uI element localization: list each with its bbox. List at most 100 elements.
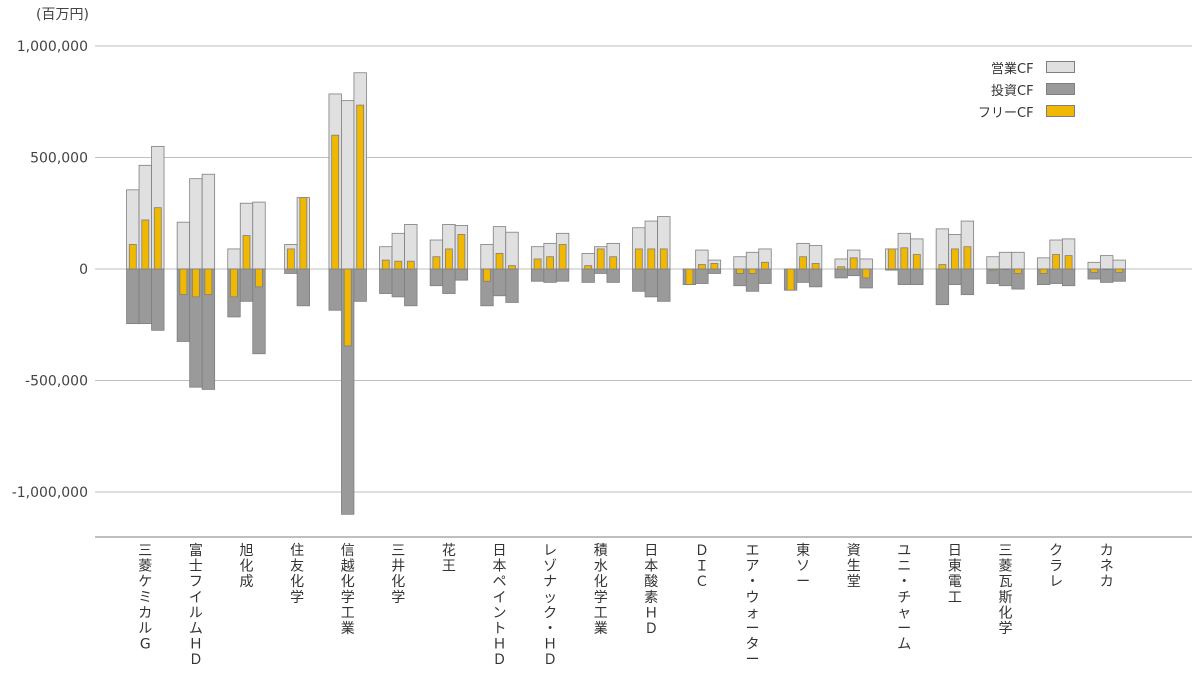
y-tick-label: 0 [79, 262, 88, 278]
x-tick-label-char: ク [1049, 543, 1063, 559]
x-tick-label-char: ネ [1100, 559, 1114, 575]
bar-investing-cf [492, 268, 507, 297]
x-tick-label-char: 三 [391, 543, 405, 559]
bar-investing-cf [581, 268, 595, 283]
bar-investing-cf [935, 268, 950, 306]
x-tick-label-char: 資 [847, 543, 861, 559]
bar-free-cf [1052, 254, 1060, 270]
legend-item-investing-cf: 投資CF [978, 78, 1075, 100]
legend: 営業CF 投資CF フリーCF [978, 56, 1075, 122]
bar-investing-cf [695, 268, 709, 284]
y-tick-label: -500,000 [25, 374, 88, 390]
y-tick-label: 500,000 [30, 151, 88, 167]
bar-operating-cf [505, 231, 519, 270]
bar-investing-cf [707, 268, 722, 274]
x-tick-label-char: 東 [796, 543, 810, 559]
bar-investing-cf [239, 268, 254, 302]
bar-free-cf [1014, 268, 1022, 274]
bar-free-cf [444, 248, 453, 270]
x-tick-label-char: 酸 [644, 574, 658, 590]
bar-free-cf [685, 268, 694, 286]
bar-free-cf [230, 268, 238, 298]
bar-investing-cf [296, 268, 311, 307]
x-tick-label-char: 化 [999, 605, 1013, 621]
bar-free-cf [356, 104, 365, 270]
bar-investing-cf [391, 268, 405, 298]
bar-investing-cf [657, 268, 671, 302]
bar-investing-cf [960, 268, 975, 296]
bar-operating-cf [201, 173, 216, 270]
bar-investing-cf [594, 268, 608, 274]
bar-free-cf [1039, 268, 1048, 274]
bar-operating-cf [859, 258, 873, 270]
bar-investing-cf [151, 268, 165, 331]
bar-free-cf [141, 219, 150, 270]
x-tick-label-char: 本 [644, 559, 658, 575]
bar-free-cf [153, 207, 162, 270]
bar-investing-cf [834, 268, 848, 279]
x-tick-label-char: ャ [897, 605, 911, 621]
x-tick-label-char: 業 [341, 621, 355, 637]
bar-operating-cf [998, 251, 1013, 270]
x-tick-label-char: エ [746, 543, 760, 559]
bar-operating-cf [745, 251, 760, 270]
legend-swatch-free-cf [1045, 105, 1075, 117]
bar-free-cf [887, 248, 896, 270]
bar-investing-cf [530, 268, 545, 282]
x-tick-label-char: ニ [897, 559, 911, 575]
bar-operating-cf [935, 228, 950, 270]
x-tick-label-char: ォ [746, 605, 760, 621]
bar-free-cf [736, 268, 744, 274]
x-tick-label-char: 工 [948, 590, 962, 606]
x-tick-label-char: レ [1049, 574, 1063, 590]
x-tick-label-char: ・ [746, 574, 760, 590]
bar-free-cf [811, 263, 820, 270]
x-tick-label-char: Ｄ [543, 652, 557, 668]
bar-free-cf [1001, 268, 1010, 271]
y-axis-unit-label: (百万円) [36, 7, 89, 23]
x-tick-label-char: ル [138, 621, 152, 637]
bar-free-cf [698, 264, 706, 270]
x-tick-label-char: 三 [138, 543, 152, 559]
x-tick-label-char: ケ [138, 574, 152, 590]
bar-investing-cf [986, 268, 1000, 284]
x-tick-label-char: カ [138, 605, 152, 621]
bar-investing-cf [796, 268, 810, 283]
x-tick-label-char: ウ [746, 590, 760, 606]
x-tick-label-char: 学 [594, 590, 608, 606]
bar-investing-cf [429, 268, 444, 287]
bar-investing-cf [1061, 268, 1076, 287]
x-tick-label-char: ・ [897, 574, 911, 590]
x-tick-label-char: 堂 [847, 574, 861, 590]
bar-operating-cf [1112, 259, 1126, 270]
bar-investing-cf [758, 268, 772, 284]
legend-label-free-cf: フリーCF [978, 105, 1034, 121]
legend-item-free-cf: フリーCF [978, 100, 1075, 122]
bar-operating-cf [1087, 261, 1101, 270]
x-tick-label-char: 富 [189, 542, 203, 559]
bar-free-cf [849, 257, 858, 270]
x-tick-label-char: 三 [999, 543, 1013, 559]
bar-investing-cf [543, 268, 557, 283]
bar-operating-cf [189, 178, 203, 270]
x-tick-label-char: 化 [240, 559, 254, 575]
bar-investing-cf [328, 268, 342, 311]
x-tick-label-char: カ [1100, 574, 1114, 590]
bar-investing-cf [555, 268, 570, 282]
x-tick-label-char: ラ [1049, 559, 1063, 575]
bar-investing-cf [606, 268, 620, 283]
bar-free-cf [634, 248, 643, 270]
bar-operating-cf [733, 256, 747, 270]
bar-free-cf [710, 263, 719, 270]
bar-operating-cf [252, 201, 266, 270]
x-tick-label-char: 水 [594, 559, 608, 575]
x-tick-label-char: Ｄ [493, 652, 507, 668]
bar-free-cf [748, 268, 757, 274]
bar-free-cf [432, 256, 441, 270]
bar-free-cf [912, 254, 921, 270]
x-tick-label-char: Ｃ [695, 574, 709, 590]
bar-investing-cf [808, 268, 823, 288]
x-tick-label-char: ム [189, 621, 203, 637]
bar-free-cf [786, 268, 795, 291]
bar-free-cf [242, 235, 251, 270]
